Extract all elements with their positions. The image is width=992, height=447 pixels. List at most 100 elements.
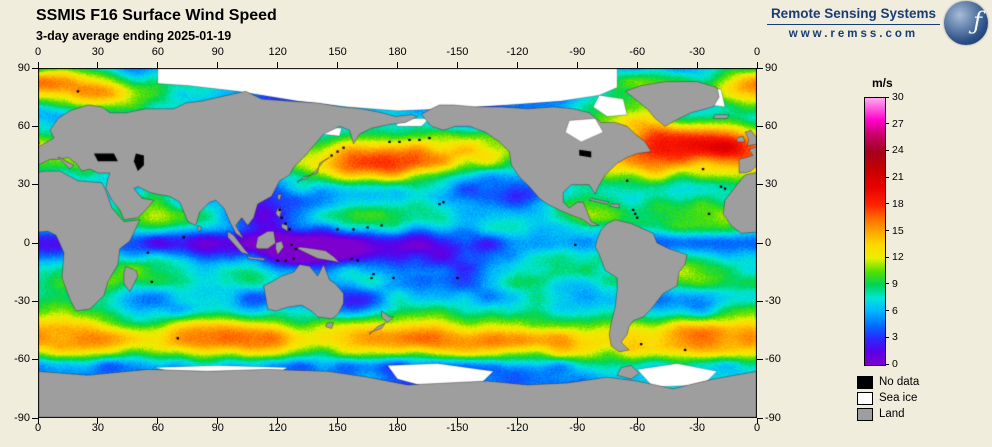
- lat-tick-label: 0: [23, 236, 30, 249]
- lon-tick-label: -150: [446, 46, 469, 58]
- lon-tick-label: -120: [506, 46, 529, 58]
- wind-speed-map: [38, 68, 757, 418]
- lon-tick: [337, 62, 339, 68]
- legend: No data Sea ice Land: [857, 374, 919, 422]
- colorbar-tick: [885, 310, 889, 312]
- lon-tick: [217, 62, 219, 68]
- lat-tick: [757, 359, 763, 361]
- lon-tick-label: -120: [506, 422, 529, 434]
- lon-tick-label: 120: [268, 46, 287, 58]
- lat-tick: [757, 67, 763, 69]
- lon-tick: [756, 62, 758, 68]
- lat-tick-label: -60: [765, 353, 781, 366]
- lon-tick-label: 0: [753, 422, 761, 434]
- colorbar-tick: [885, 203, 889, 205]
- lon-tick: [277, 418, 279, 424]
- lon-tick-label: 150: [328, 422, 347, 434]
- colorbar-tick-label: 21: [892, 171, 904, 184]
- colorbar-tick: [885, 283, 889, 285]
- lat-tick-label: 30: [17, 178, 30, 191]
- lat-tick: [757, 417, 763, 419]
- colorbar-tick: [885, 230, 889, 231]
- lon-tick: [397, 62, 398, 68]
- colorbar: [864, 97, 886, 366]
- colorbar-tick-label: 0: [892, 358, 898, 370]
- lon-tick: [696, 418, 698, 424]
- lat-tick: [757, 242, 763, 244]
- colorbar-tick-label: 18: [892, 197, 904, 210]
- lon-tick: [37, 418, 39, 424]
- lat-tick-label: -30: [765, 294, 781, 307]
- lon-tick: [756, 418, 758, 424]
- lat-tick: [757, 184, 763, 186]
- lon-tick: [397, 418, 398, 424]
- branding: Remote Sensing Systems www.remss.com: [766, 6, 940, 40]
- lat-tick: [32, 184, 38, 186]
- lon-tick: [157, 62, 159, 68]
- page-title: SSMIS F16 Surface Wind Speed: [36, 7, 277, 24]
- lon-tick-label: 0: [34, 46, 42, 58]
- lon-tick: [576, 418, 578, 424]
- lon-tick: [636, 418, 638, 424]
- lat-tick: [32, 417, 38, 419]
- colorbar-tick-label: 6: [892, 304, 898, 317]
- lat-tick-label: -60: [14, 353, 30, 366]
- legend-label: No data: [879, 376, 920, 388]
- lon-tick-label: 30: [91, 422, 105, 434]
- lat-tick: [32, 125, 38, 127]
- lon-tick: [576, 62, 578, 68]
- lat-tick-label: 0: [765, 236, 772, 249]
- lon-tick: [337, 418, 339, 424]
- lat-tick: [32, 300, 38, 302]
- page-subtitle: 3-day average ending 2025-01-19: [36, 29, 232, 43]
- lon-tick-label: -90: [569, 46, 586, 58]
- colorbar-tick: [885, 176, 889, 178]
- lon-tick-label: 60: [151, 422, 164, 434]
- lat-tick: [757, 125, 763, 127]
- legend-row: No data: [857, 374, 919, 390]
- lon-tick-label: 0: [753, 46, 761, 58]
- colorbar-tick: [885, 96, 889, 98]
- lon-tick-label: 60: [151, 46, 164, 58]
- lon-tick: [456, 62, 458, 68]
- lat-tick-label: -90: [14, 411, 30, 424]
- lat-tick: [32, 67, 38, 69]
- lon-tick: [516, 418, 518, 424]
- legend-label: Land: [879, 408, 905, 420]
- lat-tick-label: 90: [765, 61, 778, 74]
- lon-tick-label: 0: [34, 422, 42, 434]
- colorbar-unit-label: m/s: [872, 76, 893, 90]
- lon-tick-label: 180: [388, 422, 407, 434]
- colorbar-tick: [885, 363, 889, 365]
- lon-tick-label: 90: [211, 46, 224, 58]
- legend-swatch: [857, 375, 873, 389]
- lon-tick-label: -30: [689, 422, 706, 434]
- lon-tick: [456, 418, 458, 424]
- lon-tick-label: 30: [91, 46, 105, 58]
- legend-swatch: [857, 407, 873, 421]
- legend-swatch: [857, 391, 873, 405]
- colorbar-tick: [885, 336, 889, 338]
- legend-row: Land: [857, 406, 919, 422]
- lon-tick-label: 90: [211, 422, 224, 434]
- rss-globe-logo[interactable]: ƒ: [944, 1, 988, 45]
- colorbar-tick: [885, 123, 889, 125]
- brand-url-link[interactable]: www.remss.com: [788, 28, 919, 40]
- colorbar-tick-label: 3: [892, 331, 898, 344]
- lon-tick: [157, 418, 159, 424]
- colorbar-tick: [885, 149, 889, 151]
- lon-tick-label: 120: [268, 422, 287, 434]
- lon-tick: [516, 62, 518, 68]
- colorbar-tick-label: 30: [892, 91, 904, 103]
- colorbar-tick-label: 9: [892, 277, 898, 290]
- colorbar-tick: [885, 256, 889, 258]
- brand-name-link[interactable]: Remote Sensing Systems: [766, 6, 940, 25]
- lat-tick-label: 60: [17, 119, 30, 132]
- lat-tick: [32, 242, 38, 244]
- lat-tick-label: -30: [14, 294, 30, 307]
- lat-tick: [757, 300, 763, 302]
- lon-tick: [97, 62, 99, 68]
- colorbar-tick-label: 27: [892, 117, 904, 130]
- lon-tick-label: 180: [388, 46, 407, 58]
- lon-tick: [97, 418, 99, 424]
